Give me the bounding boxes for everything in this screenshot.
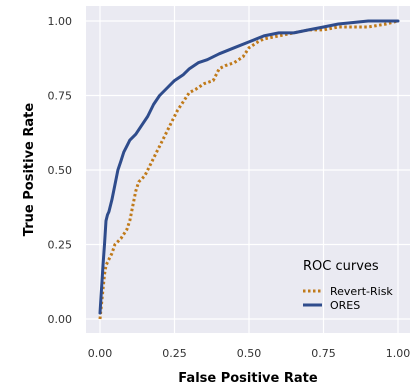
y-tick-label: 1.00	[48, 15, 73, 28]
x-axis-title: False Positive Rate	[178, 371, 318, 386]
y-tick-label: 0.00	[48, 313, 73, 326]
y-tick-label: 0.75	[48, 90, 73, 103]
y-tick-label: 0.50	[48, 164, 73, 177]
series-line-ores	[98, 19, 400, 315]
y-axis-title: True Positive Rate	[22, 103, 37, 237]
x-tick-label: 0.00	[88, 347, 113, 360]
legend-title: ROC curves	[303, 259, 379, 274]
tick-labels: 0.00 0.25 0.50 0.75 1.00 0.00 0.25 0.50 0.75 1.00	[48, 15, 411, 360]
series-layer	[98, 19, 400, 320]
x-tick-label: 0.25	[162, 347, 187, 360]
legend-label: Revert-Risk	[330, 285, 393, 298]
x-tick-label: 1.00	[386, 347, 411, 360]
legend-label: ORES	[330, 299, 360, 312]
y-tick-label: 0.25	[48, 239, 73, 252]
x-tick-label: 0.75	[311, 347, 336, 360]
series-line-revert-risk	[98, 19, 399, 320]
x-tick-label: 0.50	[237, 347, 262, 360]
